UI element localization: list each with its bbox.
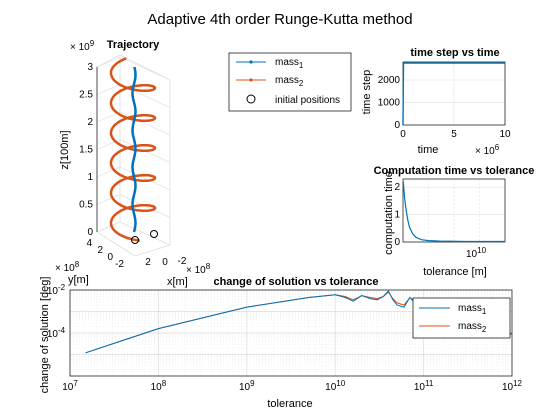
- traj-y-tick-label: 4: [86, 238, 92, 249]
- timestep-y-tick-label: 1000: [378, 98, 401, 109]
- trajectory-y-ticks: 420-2: [86, 238, 124, 270]
- trajectory-series: [109, 57, 157, 242]
- comptime-y-label: computation time: [383, 171, 395, 255]
- comptime-y-tick-label: 0: [394, 237, 400, 248]
- traj-grid-line: [119, 111, 171, 136]
- z-exponent: × 109: [70, 39, 95, 53]
- trajectory-z-ticks: 0 0.5 1 1.5 2 2.5 3: [79, 62, 98, 238]
- trajectory-plot: Trajectory × 109 0 0.5 1 1.5 2 2.5 3 z[100m] 4…: [55, 39, 211, 288]
- timestep-y-label: time step: [361, 70, 373, 115]
- traj-x-tick-label: 2: [145, 257, 151, 268]
- trajectory-title: Trajectory: [107, 39, 160, 51]
- comptime-axes-frame: [402, 178, 506, 243]
- legend: mass1 mass2 initial positions: [228, 52, 352, 112]
- traj-box-line: [134, 244, 171, 257]
- comptime-x-exponent: 1010: [466, 246, 487, 260]
- traj-y-tick-label: -2: [115, 259, 124, 270]
- traj-z-tick-label: 2: [87, 117, 93, 128]
- timestep-y-tick-label: 2000: [378, 75, 401, 86]
- change-x-tick-label: 1012: [502, 379, 523, 393]
- comptime-y-tick-label: 1: [394, 210, 400, 221]
- traj-grid-line: [119, 166, 171, 191]
- traj-x-tick-label: -2: [178, 256, 187, 267]
- change-legend-mass2: mass2: [458, 321, 487, 334]
- figure-title: Adaptive 4th order Runge-Kutta method: [147, 11, 412, 28]
- legend-initial-marker: [246, 94, 256, 104]
- change-x-tick-label: 109: [239, 379, 255, 393]
- timestep-series-line: [402, 62, 505, 126]
- change-y-tick-label: 10-4: [47, 326, 66, 340]
- change-x-tick-label: 107: [62, 379, 78, 393]
- y-exponent: × 108: [55, 260, 80, 274]
- traj-grid-line: [96, 221, 121, 233]
- change-x-label: tolerance: [267, 398, 312, 410]
- legend-initial-positions: initial positions: [275, 95, 340, 106]
- legend-mass2: mass2: [275, 75, 304, 88]
- timestep-y-tick-label: 0: [394, 120, 400, 131]
- trajectory-y-label: y[m]: [68, 274, 89, 286]
- timestep-x-tick-label: 5: [451, 129, 457, 140]
- change-y-label: change of solution [deg]: [39, 277, 51, 394]
- comptime-y-tick-label: 2: [394, 182, 400, 193]
- traj-z-tick-label: 1: [87, 172, 93, 183]
- change-legend: mass1 mass2: [412, 297, 511, 339]
- legend-mass1-marker: [249, 60, 253, 64]
- timestep-x-tick-label: 10: [499, 129, 511, 140]
- traj-grid-line: [96, 194, 121, 205]
- change-x-tick-label: 108: [151, 379, 167, 393]
- trajectory-x-label: x[m]: [167, 276, 188, 288]
- x-exponent: × 108: [186, 262, 211, 276]
- traj-grid-line: [119, 221, 171, 246]
- traj-grid-line: [96, 166, 121, 178]
- comptime-title: Computation time vs tolerance: [374, 165, 535, 177]
- timestep-x-exponent: × 106: [475, 143, 500, 157]
- traj-y-tick-label: 0: [107, 252, 113, 263]
- series-mass2-line: [109, 57, 157, 242]
- initial-position-mass1: [131, 236, 139, 244]
- change-x-tick-label: 1010: [325, 379, 346, 393]
- traj-box-line: [96, 231, 136, 257]
- legend-mass1: mass1: [275, 57, 304, 70]
- traj-grid-line: [96, 56, 121, 68]
- traj-z-tick-label: 0.5: [79, 200, 93, 211]
- change-y-tick-label: 10-2: [47, 283, 66, 297]
- timestep-x-label: time: [418, 144, 439, 156]
- traj-z-tick-label: 0: [87, 227, 93, 238]
- comptime-x-label: tolerance [m]: [423, 266, 487, 278]
- series-mass1-line: [131, 66, 137, 233]
- traj-z-tick-label: 3: [87, 62, 93, 73]
- timestep-title: time step vs time: [410, 47, 499, 59]
- timestep-x-tick-label: 0: [400, 129, 406, 140]
- legend-mass2-marker: [249, 78, 253, 82]
- change-title: change of solution vs tolerance: [213, 276, 378, 288]
- trajectory-z-label: z[100m]: [59, 130, 71, 169]
- traj-x-tick-label: 0: [162, 257, 168, 268]
- traj-z-tick-label: 2.5: [79, 90, 93, 101]
- timestep-plot: time step vs time time step time × 106 0…: [361, 47, 511, 157]
- initial-position-mass2: [150, 230, 158, 238]
- change-legend-mass1: mass1: [458, 303, 487, 316]
- change-plot: change of solution vs tolerance change o…: [39, 276, 523, 410]
- comptime-plot: Computation time vs tolerance computatio…: [374, 165, 535, 278]
- traj-grid-line: [119, 56, 171, 81]
- traj-grid-line: [96, 84, 121, 95]
- trajectory-x-ticks: 2 0 -2: [145, 256, 187, 268]
- traj-y-tick-label: 2: [97, 245, 103, 256]
- comptime-series-line: [402, 181, 505, 243]
- traj-z-tick-label: 1.5: [79, 145, 93, 156]
- change-x-tick-label: 1011: [414, 379, 434, 393]
